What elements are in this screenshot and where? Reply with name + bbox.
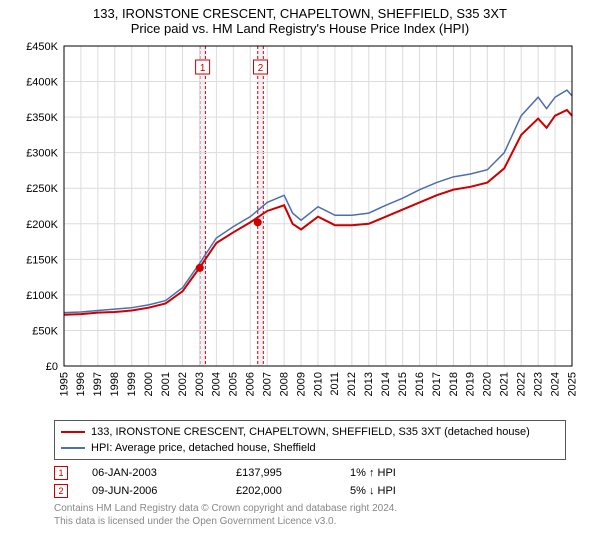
event-price: £202,000	[236, 485, 326, 497]
svg-text:2024: 2024	[549, 372, 561, 396]
svg-text:2014: 2014	[380, 372, 392, 396]
svg-text:2022: 2022	[516, 372, 528, 396]
svg-text:2001: 2001	[160, 372, 172, 396]
event-row: 2 09-JUN-2006 £202,000 5% ↓ HPI	[54, 484, 566, 498]
svg-text:£250K: £250K	[26, 183, 58, 195]
svg-text:2019: 2019	[465, 372, 477, 396]
svg-text:£350K: £350K	[26, 112, 58, 124]
legend-label: HPI: Average price, detached house, Shef…	[91, 440, 316, 456]
svg-text:1999: 1999	[126, 372, 138, 396]
svg-text:£0: £0	[46, 361, 58, 373]
svg-text:2: 2	[258, 63, 264, 74]
svg-text:£300K: £300K	[26, 148, 58, 160]
svg-text:2025: 2025	[566, 372, 578, 396]
svg-text:2007: 2007	[262, 372, 274, 396]
svg-text:2010: 2010	[312, 372, 324, 396]
event-date: 06-JAN-2003	[92, 467, 212, 479]
svg-text:2015: 2015	[397, 372, 409, 396]
footnote-line: This data is licensed under the Open Gov…	[54, 515, 566, 528]
svg-text:2003: 2003	[194, 372, 206, 396]
chart-title-block: 133, IRONSTONE CRESCENT, CHAPELTOWN, SHE…	[0, 0, 600, 36]
svg-text:1998: 1998	[109, 372, 121, 396]
legend-row: 133, IRONSTONE CRESCENT, CHAPELTOWN, SHE…	[61, 424, 559, 440]
svg-text:2011: 2011	[329, 372, 341, 396]
svg-text:2009: 2009	[295, 372, 307, 396]
legend-row: HPI: Average price, detached house, Shef…	[61, 440, 559, 456]
svg-text:2006: 2006	[245, 372, 257, 396]
svg-text:2002: 2002	[177, 372, 189, 396]
svg-text:1: 1	[200, 63, 206, 74]
svg-text:2013: 2013	[363, 372, 375, 396]
svg-text:£400K: £400K	[26, 77, 58, 89]
svg-text:£50K: £50K	[32, 325, 58, 337]
event-date: 09-JUN-2006	[92, 485, 212, 497]
svg-text:2018: 2018	[448, 372, 460, 396]
event-price: £137,995	[236, 467, 326, 479]
svg-text:2017: 2017	[431, 372, 443, 396]
svg-text:2000: 2000	[143, 372, 155, 396]
footnote: Contains HM Land Registry data © Crown c…	[54, 502, 566, 528]
event-row: 1 06-JAN-2003 £137,995 1% ↑ HPI	[54, 466, 566, 480]
svg-text:1995: 1995	[58, 372, 70, 396]
svg-text:1997: 1997	[92, 372, 104, 396]
svg-text:1996: 1996	[75, 372, 87, 396]
svg-text:£200K: £200K	[26, 219, 58, 231]
event-marker: 1	[54, 466, 68, 480]
event-marker: 2	[54, 484, 68, 498]
legend-label: 133, IRONSTONE CRESCENT, CHAPELTOWN, SHE…	[91, 424, 530, 440]
svg-text:2020: 2020	[482, 372, 494, 396]
title-line-1: 133, IRONSTONE CRESCENT, CHAPELTOWN, SHE…	[0, 6, 600, 21]
legend-box: 133, IRONSTONE CRESCENT, CHAPELTOWN, SHE…	[54, 420, 566, 460]
legend-swatch	[61, 431, 85, 433]
svg-text:2008: 2008	[278, 372, 290, 396]
chart-container: £0 £50K £100K £150K £200K £250K £300K £350K £400…	[10, 36, 590, 416]
svg-text:£150K: £150K	[26, 254, 58, 266]
svg-text:2005: 2005	[228, 372, 240, 396]
svg-text:2021: 2021	[499, 372, 511, 396]
title-line-2: Price paid vs. HM Land Registry's House …	[0, 21, 600, 36]
svg-text:2004: 2004	[211, 372, 223, 396]
svg-text:£450K: £450K	[26, 41, 58, 53]
line-chart: £0 £50K £100K £150K £200K £250K £300K £350K £400…	[10, 36, 590, 416]
svg-text:2012: 2012	[346, 372, 358, 396]
event-delta: 5% ↓ HPI	[350, 485, 440, 497]
svg-text:2016: 2016	[414, 372, 426, 396]
event-delta: 1% ↑ HPI	[350, 467, 440, 479]
svg-text:2023: 2023	[532, 372, 544, 396]
footnote-line: Contains HM Land Registry data © Crown c…	[54, 502, 566, 515]
legend-swatch	[61, 447, 85, 449]
svg-text:£100K: £100K	[26, 290, 58, 302]
event-table: 1 06-JAN-2003 £137,995 1% ↑ HPI 2 09-JUN…	[54, 466, 566, 498]
